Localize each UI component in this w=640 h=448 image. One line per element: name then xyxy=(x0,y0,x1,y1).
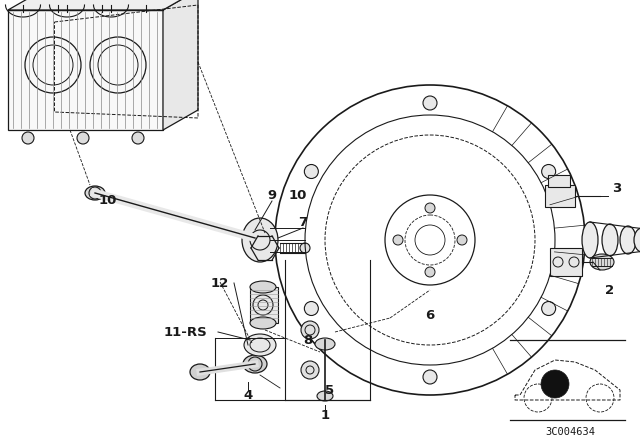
Circle shape xyxy=(393,235,403,245)
Ellipse shape xyxy=(582,222,598,258)
Ellipse shape xyxy=(250,281,276,293)
Text: 10: 10 xyxy=(289,189,307,202)
Ellipse shape xyxy=(244,334,276,356)
Ellipse shape xyxy=(634,228,640,252)
Text: 1: 1 xyxy=(321,409,330,422)
Text: 12: 12 xyxy=(211,276,229,289)
Ellipse shape xyxy=(250,317,276,329)
Ellipse shape xyxy=(242,218,278,262)
Bar xyxy=(250,287,278,323)
Circle shape xyxy=(22,132,34,144)
Ellipse shape xyxy=(300,243,310,253)
Ellipse shape xyxy=(315,338,335,350)
Bar xyxy=(548,175,570,187)
Text: 11-RS: 11-RS xyxy=(163,326,207,339)
Circle shape xyxy=(457,235,467,245)
Text: 8: 8 xyxy=(303,333,312,346)
Text: 7: 7 xyxy=(298,215,308,228)
Circle shape xyxy=(425,267,435,277)
Text: 3: 3 xyxy=(612,181,621,194)
Ellipse shape xyxy=(317,391,333,401)
Circle shape xyxy=(301,361,319,379)
Circle shape xyxy=(423,96,437,110)
Polygon shape xyxy=(163,0,198,130)
Ellipse shape xyxy=(85,186,105,200)
Ellipse shape xyxy=(602,224,618,256)
Circle shape xyxy=(132,132,144,144)
Circle shape xyxy=(305,302,318,315)
Text: 3C004634: 3C004634 xyxy=(545,427,595,437)
Ellipse shape xyxy=(590,254,614,270)
Ellipse shape xyxy=(620,226,636,254)
Text: 5: 5 xyxy=(325,383,335,396)
Circle shape xyxy=(541,164,556,178)
Circle shape xyxy=(423,370,437,384)
Bar xyxy=(550,248,582,276)
Text: 10: 10 xyxy=(99,194,117,207)
Circle shape xyxy=(425,203,435,213)
Text: 2: 2 xyxy=(605,284,614,297)
Bar xyxy=(8,10,163,130)
Polygon shape xyxy=(8,0,198,10)
Ellipse shape xyxy=(243,355,267,373)
Ellipse shape xyxy=(190,364,210,380)
Circle shape xyxy=(77,132,89,144)
Bar xyxy=(545,185,575,207)
Text: 4: 4 xyxy=(243,388,253,401)
Ellipse shape xyxy=(247,232,263,244)
Circle shape xyxy=(305,164,318,178)
Text: 9: 9 xyxy=(268,189,276,202)
Circle shape xyxy=(541,302,556,315)
Circle shape xyxy=(301,321,319,339)
Text: 6: 6 xyxy=(426,309,435,322)
Circle shape xyxy=(541,370,569,398)
